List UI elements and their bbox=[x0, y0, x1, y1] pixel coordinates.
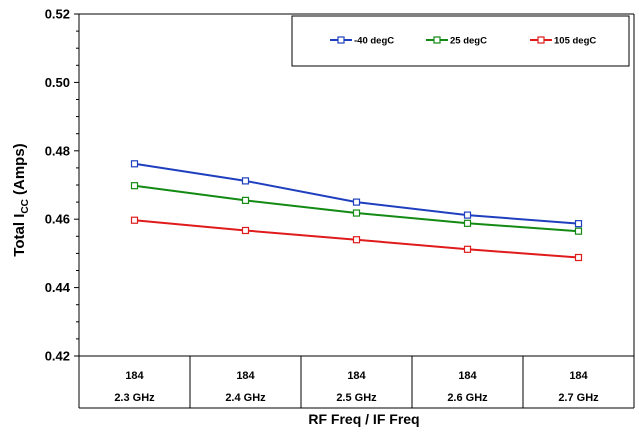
data-point bbox=[241, 177, 250, 185]
legend-label: -40 degC bbox=[354, 36, 394, 47]
x-category-top-label: 184 bbox=[125, 370, 144, 382]
x-category-bottom-label: 2.3 GHz bbox=[114, 392, 155, 404]
legend-swatch-marker bbox=[337, 36, 345, 44]
data-point bbox=[130, 182, 139, 190]
legend-swatch-marker bbox=[433, 36, 441, 44]
series-line bbox=[134, 184, 579, 233]
data-point bbox=[463, 211, 472, 219]
data-point bbox=[130, 160, 139, 168]
y-axis-label-tail: (Amps) bbox=[11, 143, 28, 199]
data-point bbox=[574, 253, 583, 262]
y-tick-label: 0.46 bbox=[45, 212, 70, 227]
data-point bbox=[574, 227, 583, 235]
legend-label: 25 degC bbox=[450, 36, 487, 47]
data-point bbox=[352, 209, 361, 217]
y-axis-ticks: 0.42 0.44 0.46 0.48 0.50 0.52 bbox=[45, 7, 79, 364]
legend-label: 105 degC bbox=[554, 36, 596, 47]
legend: -40 degC 25 degC 105 degC bbox=[291, 15, 630, 67]
data-point bbox=[574, 220, 583, 228]
series-lines bbox=[130, 160, 583, 262]
y-tick-label: 0.48 bbox=[45, 143, 70, 158]
x-category-bottom-label: 2.4 GHz bbox=[225, 392, 266, 404]
data-point bbox=[241, 226, 250, 235]
data-point bbox=[352, 198, 361, 206]
y-axis-label-sub: CC bbox=[20, 199, 31, 213]
x-category-top-label: 184 bbox=[458, 370, 477, 382]
x-category-bottom-label: 2.5 GHz bbox=[336, 392, 377, 404]
y-tick-label: 0.42 bbox=[45, 349, 70, 364]
y-axis-label: Total ICC (Amps) bbox=[11, 143, 31, 256]
legend-swatch-marker bbox=[537, 36, 545, 44]
y-tick-label: 0.50 bbox=[45, 75, 70, 90]
y-tick-label: 0.44 bbox=[45, 280, 71, 295]
axes bbox=[78, 13, 635, 409]
x-axis-label: RF Freq / IF Freq bbox=[308, 411, 419, 427]
data-point bbox=[463, 245, 472, 253]
x-category-bottom-label: 2.7 GHz bbox=[558, 392, 599, 404]
data-point bbox=[463, 219, 472, 227]
y-axis-label-main: Total I bbox=[11, 214, 28, 257]
x-category-top-label: 184 bbox=[236, 370, 255, 382]
data-point bbox=[241, 196, 250, 204]
x-category-bottom-label: 2.6 GHz bbox=[447, 392, 488, 404]
data-point bbox=[130, 216, 139, 224]
x-category-top-label: 184 bbox=[569, 370, 588, 382]
x-axis-categories: 184 2.3 GHz 184 2.4 GHz 184 2.5 GHz 184 2.6 GHz… bbox=[114, 370, 599, 404]
x-category-top-label: 184 bbox=[347, 370, 366, 382]
data-point bbox=[352, 236, 361, 244]
y-tick-label: 0.52 bbox=[45, 7, 70, 22]
